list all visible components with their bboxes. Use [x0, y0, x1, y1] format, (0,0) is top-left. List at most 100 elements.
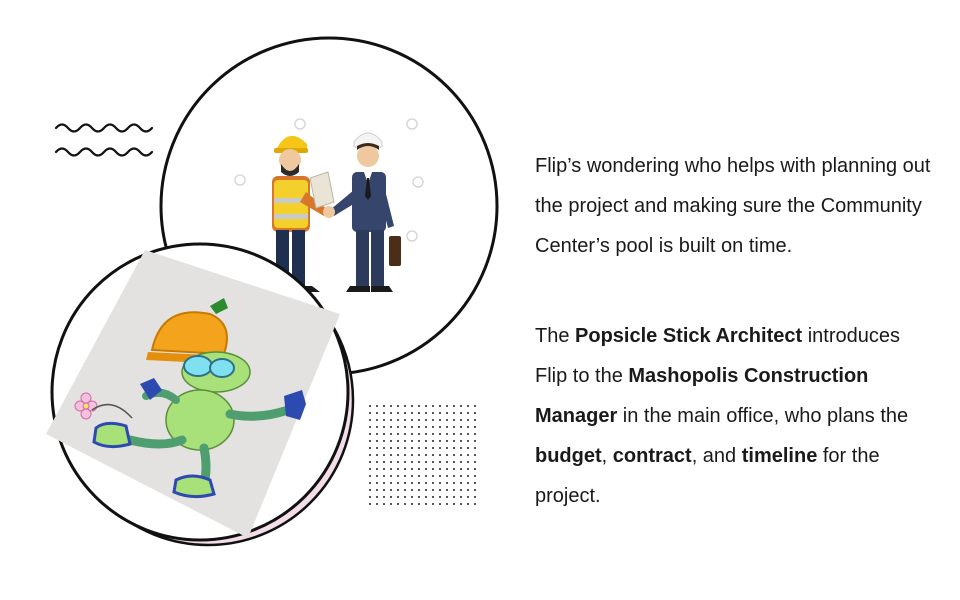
grid-dot [453, 461, 455, 463]
grid-dot [439, 440, 441, 442]
grid-dot [474, 461, 476, 463]
grid-dot [376, 426, 378, 428]
grid-dot [418, 496, 420, 498]
grid-dot [411, 468, 413, 470]
text-segment: in the main office, who plans the [617, 405, 909, 427]
grid-dot [453, 433, 455, 435]
grid-dot [418, 405, 420, 407]
grid-dot [376, 496, 378, 498]
grid-dot [439, 412, 441, 414]
grid-dot [397, 426, 399, 428]
grid-dot [453, 489, 455, 491]
grid-dot [390, 440, 392, 442]
grid-dot [460, 419, 462, 421]
grid-dot [390, 454, 392, 456]
grid-dot [425, 447, 427, 449]
grid-dot [404, 489, 406, 491]
grid-dot [474, 454, 476, 456]
grid-dot [439, 489, 441, 491]
grid-dot [390, 419, 392, 421]
grid-dot [453, 503, 455, 505]
story-text: Flip’s wondering who helps with planning… [535, 146, 935, 516]
grid-dot [425, 496, 427, 498]
grid-dot [439, 447, 441, 449]
grid-dot [418, 482, 420, 484]
grid-dot [369, 461, 371, 463]
grid-dot [390, 433, 392, 435]
grid-dot [474, 405, 476, 407]
grid-dot [467, 454, 469, 456]
grid-dot [425, 461, 427, 463]
grid-dot [432, 440, 434, 442]
grid-dot [376, 412, 378, 414]
grid-dot [404, 503, 406, 505]
grid-dot [390, 405, 392, 407]
role-construction-manager: Mashopolis Construction Manager [535, 365, 869, 427]
grid-dot [474, 503, 476, 505]
grid-dot [439, 468, 441, 470]
grid-dot [474, 468, 476, 470]
grid-dot [467, 475, 469, 477]
grid-dot [453, 419, 455, 421]
grid-dot [397, 412, 399, 414]
grid-dot [425, 426, 427, 428]
grid-dot [439, 461, 441, 463]
grid-dot [432, 468, 434, 470]
grid-dot [432, 447, 434, 449]
grid-dot [390, 482, 392, 484]
grid-dot [425, 489, 427, 491]
grid-dot [439, 496, 441, 498]
grid-dot [404, 419, 406, 421]
grid-dot [404, 468, 406, 470]
grid-dot [425, 503, 427, 505]
grid-dot [446, 405, 448, 407]
grid-dot [397, 489, 399, 491]
grid-dot [390, 412, 392, 414]
grid-dot [418, 426, 420, 428]
grid-dot [369, 454, 371, 456]
grid-dot [411, 461, 413, 463]
grid-dot [467, 503, 469, 505]
grid-dot [411, 426, 413, 428]
grid-dot [376, 475, 378, 477]
grid-dot [460, 440, 462, 442]
grid-dot [432, 489, 434, 491]
grid-dot [383, 412, 385, 414]
text-segment: , and [691, 445, 742, 467]
grid-dot [376, 454, 378, 456]
grid-dot [432, 426, 434, 428]
grid-dot [453, 447, 455, 449]
grid-dot [453, 496, 455, 498]
grid-dot [418, 419, 420, 421]
grid-dot [453, 482, 455, 484]
grid-dot [390, 461, 392, 463]
grid-dot [432, 482, 434, 484]
grid-dot [467, 489, 469, 491]
grid-dot [425, 419, 427, 421]
grid-dot [432, 412, 434, 414]
grid-dot [397, 468, 399, 470]
grid-dot [411, 419, 413, 421]
flip-character-illustration [46, 250, 340, 538]
grid-dot [383, 440, 385, 442]
term-budget: budget [535, 445, 602, 467]
grid-dot [376, 447, 378, 449]
grid-dot [383, 475, 385, 477]
grid-dot [376, 489, 378, 491]
grid-dot [383, 468, 385, 470]
grid-dot [383, 433, 385, 435]
grid-dot [383, 405, 385, 407]
grid-dot [411, 433, 413, 435]
grid-dot [474, 447, 476, 449]
grid-dot [369, 412, 371, 414]
grid-dot [432, 405, 434, 407]
grid-dot [404, 482, 406, 484]
grid-dot [439, 426, 441, 428]
grid-dot [418, 468, 420, 470]
grid-dot [425, 482, 427, 484]
grid-dot [418, 503, 420, 505]
grid-dot [467, 461, 469, 463]
grid-dot [453, 468, 455, 470]
grid-dot [453, 405, 455, 407]
